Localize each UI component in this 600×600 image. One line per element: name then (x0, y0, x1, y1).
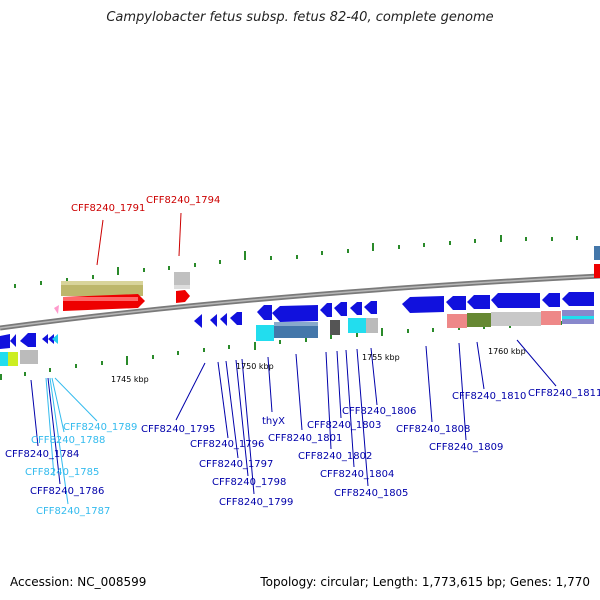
gene-label-1806[interactable]: CFF8240_1806 (342, 406, 416, 417)
gene-labels: CFF8240_1791 CFF8240_1794 CFF8240_1784 C… (5, 195, 600, 517)
forward-strand (54, 246, 600, 314)
accession-text: Accession: NC_008599 (10, 575, 147, 589)
gene-box (594, 264, 600, 278)
leader-lines (30, 212, 557, 505)
gene-arrow (176, 290, 190, 303)
gene-label-1798[interactable]: CFF8240_1798 (212, 477, 286, 488)
gene-label-1794[interactable]: CFF8240_1794 (146, 195, 220, 206)
gene-label-1784[interactable]: CFF8240_1784 (5, 449, 79, 460)
gene-arrow (54, 305, 59, 314)
gene-box (594, 246, 600, 260)
gene-label-1797[interactable]: CFF8240_1797 (199, 459, 273, 470)
tick-label: 1755 kbp (362, 353, 400, 362)
gene-arrow (63, 294, 145, 311)
gene-label-1810[interactable]: CFF8240_1810 (452, 391, 526, 402)
gene-label-1811[interactable]: CFF8240_1811 (528, 388, 600, 399)
gene-label-1809[interactable]: CFF8240_1809 (429, 442, 503, 453)
gene-label-1791[interactable]: CFF8240_1791 (71, 203, 145, 214)
gene-label-1795[interactable]: CFF8240_1795 (141, 424, 215, 435)
gene-label-1788[interactable]: CFF8240_1788 (31, 435, 105, 446)
genome-summary-text: Topology: circular; Length: 1,773,615 bp… (260, 575, 590, 589)
tick-label: 1760 kbp (488, 347, 526, 356)
gene-label-thyX[interactable]: thyX (262, 416, 285, 427)
gene-label-1802[interactable]: CFF8240_1802 (298, 451, 372, 462)
gene-label-1787[interactable]: CFF8240_1787 (36, 506, 110, 517)
gene-label-1789[interactable]: CFF8240_1789 (63, 422, 137, 433)
gene-label-1803[interactable]: CFF8240_1803 (307, 420, 381, 431)
gene-label-1796[interactable]: CFF8240_1796 (190, 439, 264, 450)
gene-label-1799[interactable]: CFF8240_1799 (219, 497, 293, 508)
gene-label-1785[interactable]: CFF8240_1785 (25, 467, 99, 478)
tick-label: 1750 kbp (236, 362, 274, 371)
gene-box (174, 285, 190, 289)
tick-label: 1745 kbp (111, 375, 149, 384)
map-title: Campylobacter fetus subsp. fetus 82-40, … (106, 10, 494, 25)
gene-label-1805[interactable]: CFF8240_1805 (334, 488, 408, 499)
gene-box (174, 272, 190, 285)
gene-label-1786[interactable]: CFF8240_1786 (30, 486, 104, 497)
reverse-strand (0, 292, 594, 366)
gene-label-1804[interactable]: CFF8240_1804 (320, 469, 394, 480)
gene-label-1808[interactable]: CFF8240_1808 (396, 424, 470, 435)
gene-label-1801[interactable]: CFF8240_1801 (268, 433, 342, 444)
gc-track-upper (14, 235, 578, 288)
